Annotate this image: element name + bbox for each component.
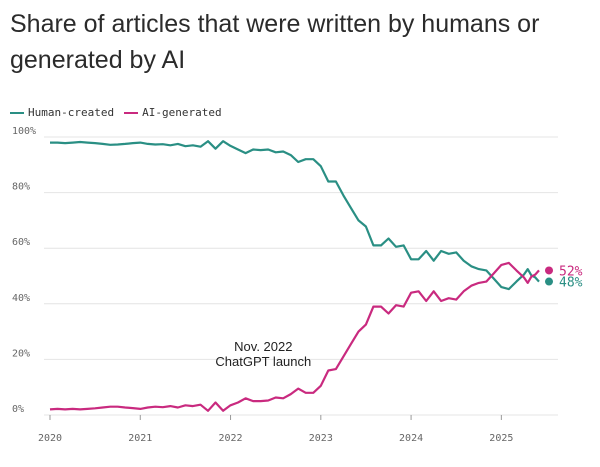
x-tick-label: 2025 <box>489 433 513 444</box>
end-point-human-created <box>545 277 553 286</box>
end-point-ai-generated <box>545 266 553 275</box>
chart-legend: Human-created AI-generated <box>10 106 222 119</box>
legend-swatch-human <box>10 111 24 114</box>
legend-swatch-ai <box>124 111 139 114</box>
series-line-ai-generated <box>49 261 540 412</box>
y-tick-label: 100% <box>12 126 36 137</box>
y-tick-label: 60% <box>12 237 30 248</box>
y-tick-label: 40% <box>12 293 30 304</box>
series-line-human-created <box>50 140 540 291</box>
x-tick-label: 2022 <box>218 433 242 444</box>
chart-title: Share of articles that were written by h… <box>10 10 540 74</box>
legend-item-human: Human-created <box>10 106 114 119</box>
end-label-human-created: 48% <box>559 276 583 291</box>
x-tick-label: 2021 <box>128 433 152 444</box>
legend-label-human: Human-created <box>28 106 115 119</box>
annotation-text: Nov. 2022 <box>234 339 292 354</box>
annotation-text: ChatGPT launch <box>215 354 311 369</box>
y-tick-label: 80% <box>12 182 30 193</box>
y-tick-label: 0% <box>12 404 24 415</box>
y-tick-label: 20% <box>12 348 30 359</box>
legend-label-ai: AI-generated <box>142 106 222 119</box>
x-tick-label: 2020 <box>38 433 62 444</box>
x-tick-label: 2023 <box>309 433 333 444</box>
x-tick-label: 2024 <box>399 433 423 444</box>
end-label-ai-generated: 52% <box>559 264 583 279</box>
legend-item-ai: AI-generated <box>124 106 222 119</box>
